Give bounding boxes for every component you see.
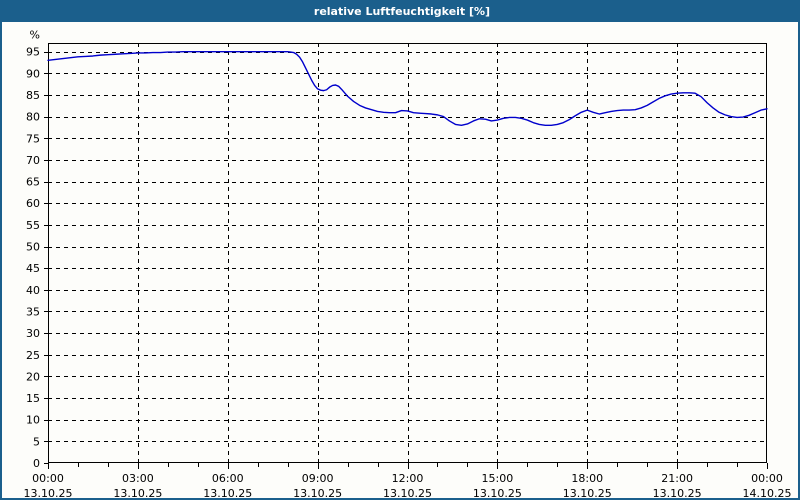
x-axis-time-label: 09:00 xyxy=(302,472,334,485)
x-axis-time-label: 00:00 xyxy=(751,472,783,485)
y-axis-tick-label: 0 xyxy=(33,457,40,470)
x-axis-time-label: 00:00 xyxy=(32,472,64,485)
y-axis-tick-label: 15 xyxy=(26,392,40,405)
y-axis-tick-label: 20 xyxy=(26,370,40,383)
plot-frame xyxy=(48,43,767,463)
grid-layer xyxy=(48,43,767,463)
y-axis-tick-label: 25 xyxy=(26,349,40,362)
x-axis-time-label: 18:00 xyxy=(571,472,603,485)
y-axis-tick-label: 85 xyxy=(26,89,40,102)
x-axis-time-label: 15:00 xyxy=(482,472,514,485)
x-axis-time-label: 21:00 xyxy=(661,472,693,485)
x-axis-date-label: 13.10.25 xyxy=(293,487,342,500)
x-axis-time-label: 06:00 xyxy=(212,472,244,485)
y-axis-tick-label: 30 xyxy=(26,327,40,340)
x-axis-date-label: 13.10.25 xyxy=(563,487,612,500)
y-axis-tick-label: 55 xyxy=(26,219,40,232)
chart-canvas: 0 5 10 15 20 25 30 35 40 45 50 55 60 65 70 75 80 85 90 95% … xyxy=(2,22,798,500)
tick-marks xyxy=(44,52,768,469)
y-axis-tick-label: 65 xyxy=(26,176,40,189)
y-axis-tick-label: 75 xyxy=(26,132,40,145)
window-title: relative Luftfeuchtigkeit [%] xyxy=(2,2,798,22)
x-axis-date-label: 13.10.25 xyxy=(653,487,702,500)
x-axis-date-label: 13.10.25 xyxy=(473,487,522,500)
x-axis-date-label: 13.10.25 xyxy=(203,487,252,500)
chart-plot-svg: 05101520253035404550556065707580859095% … xyxy=(24,29,792,500)
x-axis-date-label: 14.10.25 xyxy=(743,487,792,500)
y-axis-tick-label: 60 xyxy=(26,197,40,210)
x-axis-date-label: 13.10.25 xyxy=(24,487,73,500)
y-axis-tick-label: 35 xyxy=(26,305,40,318)
data-series-layer xyxy=(47,50,768,126)
y-axis-tick-label: 50 xyxy=(26,241,40,254)
y-axis-tick-label: 10 xyxy=(26,414,40,427)
x-axis-date-label: 13.10.25 xyxy=(383,487,432,500)
x-axis-date-label: 13.10.25 xyxy=(113,487,162,500)
y-axis-tick-label: 95 xyxy=(26,46,40,59)
y-axis-tick-label: 40 xyxy=(26,284,40,297)
y-axis-tick-label: 70 xyxy=(26,154,40,167)
x-axis-time-label: 03:00 xyxy=(122,472,154,485)
y-axis-tick-label: 5 xyxy=(33,435,40,448)
y-axis-unit-label: % xyxy=(30,29,40,42)
data-series-line xyxy=(47,50,768,126)
plot-border xyxy=(48,43,767,463)
y-axis-labels: 0 5 10 15 20 25 30 35 40 45 50 55 60 65 70 75 80 85 90 95% xyxy=(26,29,40,470)
y-axis-tick-label: 90 xyxy=(26,67,40,80)
y-axis-tick-label: 45 xyxy=(26,262,40,275)
x-axis-labels: 00:00 13.10.25 03:00 13.10.25 06:00 13.10.25 0… xyxy=(24,472,792,500)
x-axis-time-label: 12:00 xyxy=(392,472,424,485)
y-axis-tick-label: 80 xyxy=(26,111,40,124)
